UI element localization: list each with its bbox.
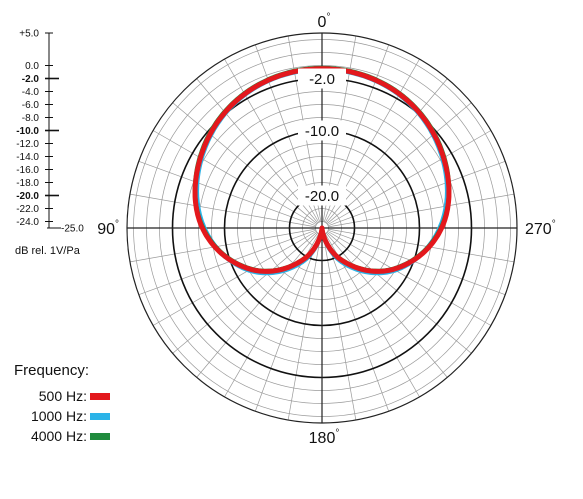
scale-tick-label: -4.0	[22, 87, 40, 98]
legend-item-1000hz: 1000 Hz:	[14, 407, 110, 425]
grid-spoke	[326, 102, 472, 225]
series-500hz-curve	[192, 66, 452, 274]
grid-spoke	[327, 230, 492, 326]
scale-tick-label: -2.0	[22, 74, 40, 85]
grid-spoke	[152, 130, 317, 226]
legend-label: 1000 Hz:	[30, 408, 87, 424]
ring-label-bg	[298, 185, 346, 206]
grid-spoke	[327, 160, 506, 227]
grid-spoke	[172, 102, 318, 225]
ring-label-bg	[298, 120, 346, 141]
grid-spoke	[328, 228, 515, 263]
legend: Frequency: 500 Hz: 1000 Hz: 4000 Hz:	[14, 362, 124, 447]
grid-spoke	[254, 233, 321, 412]
polar-labels: -2.0 -10.0 -20.0 0° 90° 180° 270°	[97, 12, 556, 447]
scale-tick-label: +5.0	[19, 29, 39, 40]
scale-tick-label: -20.0	[16, 191, 39, 202]
scale-tick-label: -24.0	[16, 217, 39, 228]
angle-label-180: 180°	[309, 428, 340, 447]
legend-label: 500 Hz:	[38, 388, 87, 404]
grid-spoke	[325, 232, 448, 378]
grid-spoke	[327, 130, 492, 226]
scale-tick-label: -14.0	[16, 152, 39, 163]
scale-unit-label: dB rel. 1V/Pa	[15, 245, 81, 257]
angle-label-270: 270°	[525, 219, 556, 238]
legend-swatch	[90, 432, 110, 440]
scale-tick-label: -16.0	[16, 165, 39, 176]
db-scale-axis: +5.0 0.0 -2.0 -4.0 -6.0 -8.0 -10.0 -12.0 -14.0 -1…	[15, 29, 84, 258]
grid-spoke	[152, 230, 317, 326]
grid-spoke	[326, 231, 472, 354]
grid-spoke	[328, 193, 515, 228]
scale-tick-label: -12.0	[16, 139, 39, 150]
grid-spoke	[196, 78, 319, 224]
angle-label-0: 0°	[318, 12, 331, 31]
ring-label: -2.0	[309, 71, 335, 88]
ring-label: -20.0	[305, 188, 339, 205]
grid-spoke	[138, 229, 317, 296]
grid-spoke	[325, 78, 448, 224]
angle-label-90: 90°	[97, 219, 119, 238]
grid-spoke	[172, 231, 318, 354]
scale-tick-label: -8.0	[22, 113, 40, 124]
scale-tick-label: 0.0	[25, 61, 39, 72]
legend-label: 4000 Hz:	[30, 428, 87, 444]
polar-grid	[126, 32, 518, 424]
grid-spoke	[327, 229, 506, 296]
scale-tick-label: -22.0	[16, 204, 39, 215]
grid-spoke	[322, 234, 357, 421]
grid-spoke	[287, 234, 322, 421]
legend-swatch	[90, 392, 110, 400]
ring-label-bg	[298, 68, 346, 89]
scale-tick-label: -10.0	[16, 126, 39, 137]
scale-tick-label: -6.0	[22, 100, 40, 111]
grid-spoke	[196, 232, 319, 378]
legend-item-4000hz: 4000 Hz:	[14, 427, 110, 445]
scale-tick-label: -18.0	[16, 178, 39, 189]
scale-tick-label: -25.0	[61, 224, 84, 235]
legend-swatch	[90, 412, 110, 420]
polar-curves	[192, 65, 452, 276]
grid-spoke	[138, 160, 317, 227]
legend-item-500hz: 500 Hz:	[14, 387, 110, 405]
ring-label: -10.0	[305, 123, 339, 140]
grid-spoke	[323, 233, 390, 412]
grid-spoke	[129, 193, 316, 228]
grid-spoke	[129, 228, 316, 263]
legend-title: Frequency:	[14, 362, 90, 379]
